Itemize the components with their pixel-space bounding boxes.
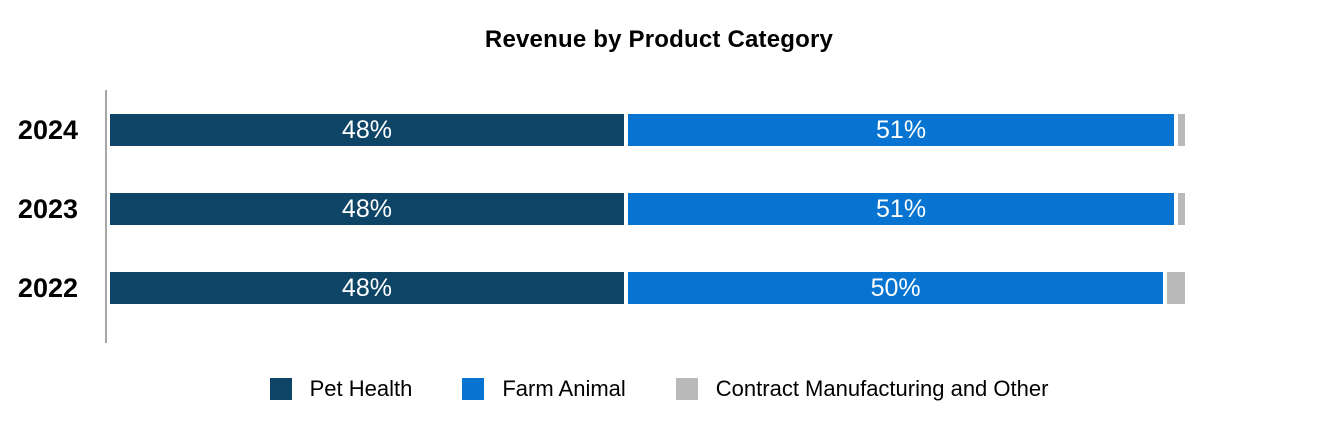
value-label-farm-animal-2023: 51% (876, 194, 927, 223)
chart-title: Revenue by Product Category (484, 26, 834, 53)
stacked-bar-2022: 48% 50% (108, 270, 1187, 306)
value-label-farm-animal-2022: 50% (870, 273, 921, 302)
category-label-2024: 2024 (17, 114, 78, 145)
value-label-pet-health-2022: 48% (341, 273, 392, 302)
segment-contract-manufacturing-and-other-2022 (1165, 270, 1187, 306)
bar-row-2024: 2024 48% 51% (0, 112, 1318, 148)
legend-label-contract-manufacturing: Contract Manufacturing and Other (715, 376, 1049, 401)
value-label-farm-animal-2024: 51% (876, 115, 927, 144)
segment-pet-health-2023: 48% (108, 191, 626, 227)
contract-manufacturing-swatch-icon (675, 378, 698, 400)
segment-pet-health-2022: 48% (108, 270, 626, 306)
stacked-bar-2024: 48% 51% (108, 112, 1187, 148)
legend-item-pet-health: Pet Health (269, 376, 413, 402)
farm-animal-swatch-icon (462, 378, 485, 400)
category-label-2022: 2022 (17, 272, 78, 303)
y-axis-line (105, 90, 107, 343)
legend-item-farm-animal: Farm Animal (462, 376, 626, 402)
value-label-pet-health-2024: 48% (341, 115, 392, 144)
segment-contract-manufacturing-and-other-2024 (1176, 112, 1187, 148)
segment-pet-health-2024: 48% (108, 112, 626, 148)
stacked-bar-2023: 48% 51% (108, 191, 1187, 227)
pet-health-swatch-icon (269, 378, 292, 400)
bar-row-2023: 2023 48% 51% (0, 191, 1318, 227)
legend-label-farm-animal: Farm Animal (502, 376, 626, 401)
segment-contract-manufacturing-and-other-2023 (1176, 191, 1187, 227)
legend-item-contract-manufacturing: Contract Manufacturing and Other (675, 376, 1049, 402)
segment-farm-animal-2024: 51% (625, 112, 1177, 148)
category-label-2023: 2023 (17, 193, 78, 224)
segment-farm-animal-2022: 50% (625, 270, 1166, 306)
value-label-pet-health-2023: 48% (341, 194, 392, 223)
legend-label-pet-health: Pet Health (309, 376, 413, 401)
bars-area: 2024 48% 51% 2023 48% 51% 2022 48% 50% (0, 112, 1318, 349)
bar-row-2022: 2022 48% 50% (0, 270, 1318, 306)
legend: Pet Health Farm Animal Contract Manufact… (0, 376, 1318, 402)
segment-farm-animal-2023: 51% (625, 191, 1177, 227)
